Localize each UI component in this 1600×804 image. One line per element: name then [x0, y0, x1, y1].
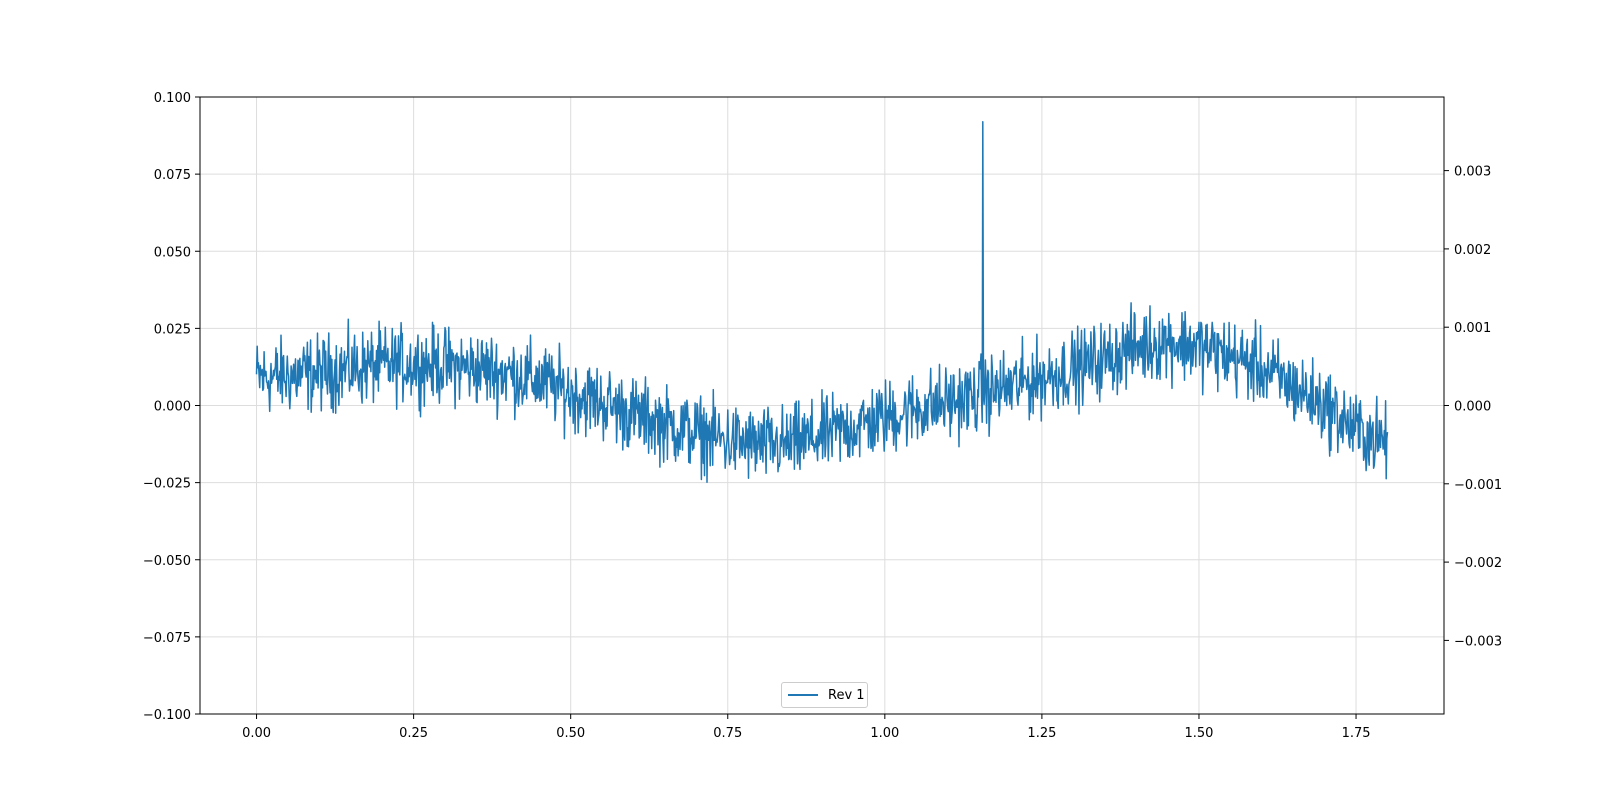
- x-axis-ticks: 0.00 0.25 0.50 0.75 1.00 1.25 1.50 1.75: [242, 714, 1371, 741]
- y-axis-ticks-right: −0.003 −0.002 −0.001 0.000 0.001 0.002 0.003: [1444, 165, 1502, 649]
- x-tick-label: 1.50: [1184, 726, 1213, 741]
- y2-tick-label: 0.000: [1454, 400, 1491, 415]
- y2-tick-label: −0.003: [1454, 634, 1502, 649]
- series-line-rev-1: [255, 120, 1389, 484]
- legend-swatch: [788, 694, 818, 696]
- y2-tick-label: −0.001: [1454, 478, 1502, 493]
- y2-tick-label: 0.003: [1454, 165, 1491, 180]
- x-tick-label: 1.75: [1342, 726, 1371, 741]
- y-tick-label: 0.025: [154, 322, 191, 337]
- x-tick-label: 1.00: [870, 726, 899, 741]
- y-tick-label: −0.100: [143, 708, 191, 723]
- y-tick-label: −0.075: [143, 631, 191, 646]
- y-tick-label: 0.000: [154, 400, 191, 415]
- legend-label: Rev 1: [828, 687, 865, 703]
- x-tick-label: 0.75: [713, 726, 742, 741]
- x-tick-label: 0.50: [556, 726, 585, 741]
- y2-tick-label: 0.002: [1454, 243, 1491, 258]
- y-tick-label: 0.100: [154, 91, 191, 106]
- y-tick-label: −0.050: [143, 554, 191, 569]
- x-tick-label: 0.25: [399, 726, 428, 741]
- x-tick-label: 0.00: [242, 726, 271, 741]
- legend: Rev 1: [781, 682, 868, 708]
- y-tick-label: 0.075: [154, 168, 191, 183]
- y-tick-label: 0.050: [154, 245, 191, 260]
- y2-tick-label: 0.001: [1454, 321, 1491, 336]
- y-tick-label: −0.025: [143, 477, 191, 492]
- x-tick-label: 1.25: [1027, 726, 1056, 741]
- y-axis-ticks-left: −0.100 −0.075 −0.050 −0.025 0.000 0.025 0.050 0…: [143, 91, 200, 723]
- series-rev-1: [255, 120, 1389, 484]
- y2-tick-label: −0.002: [1454, 556, 1502, 571]
